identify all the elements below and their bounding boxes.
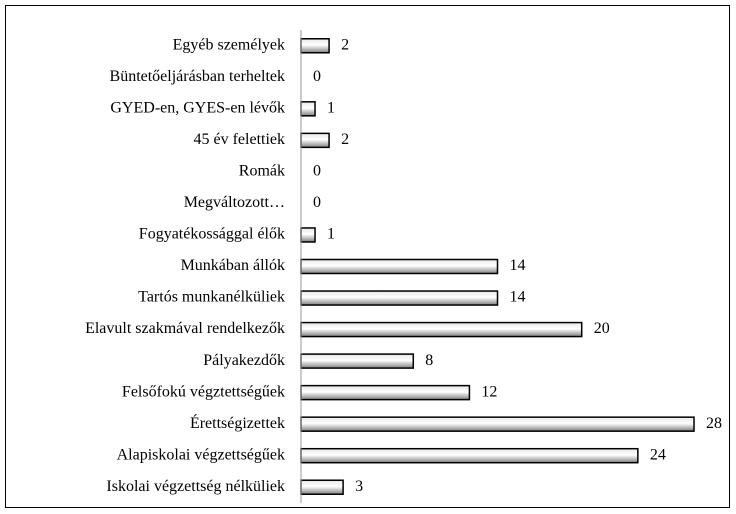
y-tick-label: Felsőfokú végztettségűek <box>122 383 285 400</box>
y-tick-label: Alapiskolai végzettségűek <box>117 446 285 463</box>
data-label: 24 <box>650 446 666 463</box>
data-label: 3 <box>355 478 363 495</box>
data-label: 0 <box>313 68 321 85</box>
data-label: 28 <box>706 415 722 432</box>
data-label: 0 <box>313 194 321 211</box>
y-tick-label: 45 év felettiek <box>193 131 285 148</box>
bar <box>300 258 499 275</box>
data-label: 1 <box>327 226 335 243</box>
y-tick-label: Egyéb személyek <box>173 36 285 53</box>
y-tick-label: Büntetőeljárásban terheltek <box>110 68 285 85</box>
bar <box>300 321 583 338</box>
y-tick-label: Pályakezdők <box>203 352 285 369</box>
bar <box>300 416 695 432</box>
data-label: 1 <box>327 100 335 117</box>
y-tick-label: Elavult szakmával rendelkezők <box>85 320 285 337</box>
data-label: 0 <box>313 163 321 180</box>
y-tick-label: Romák <box>239 163 285 180</box>
bar <box>300 227 316 243</box>
bar <box>300 38 330 54</box>
bar <box>300 353 415 369</box>
bar <box>300 101 316 117</box>
data-label: 20 <box>594 320 610 337</box>
data-label: 14 <box>510 289 526 306</box>
bar <box>300 290 499 306</box>
y-tick-label: Érettségizettek <box>190 413 285 432</box>
data-label: 2 <box>341 36 349 53</box>
y-tick-label: Iskolai végzettség nélküliek <box>106 478 285 495</box>
bar <box>300 384 471 401</box>
bar <box>300 447 639 464</box>
y-tick-label: Munkában állók <box>181 257 285 274</box>
data-label: 14 <box>510 257 526 274</box>
y-tick-label: Megváltozott… <box>184 194 285 211</box>
y-tick-label: Fogyatékossággal élők <box>139 226 285 243</box>
data-label: 12 <box>481 383 497 400</box>
data-label: 8 <box>425 352 433 369</box>
y-tick-label: Tartós munkanélküliek <box>138 289 285 306</box>
data-label: 2 <box>341 131 349 148</box>
y-tick-label: GYED-en, GYES-en lévők <box>110 100 285 117</box>
bar <box>300 479 344 495</box>
bar <box>300 132 330 149</box>
